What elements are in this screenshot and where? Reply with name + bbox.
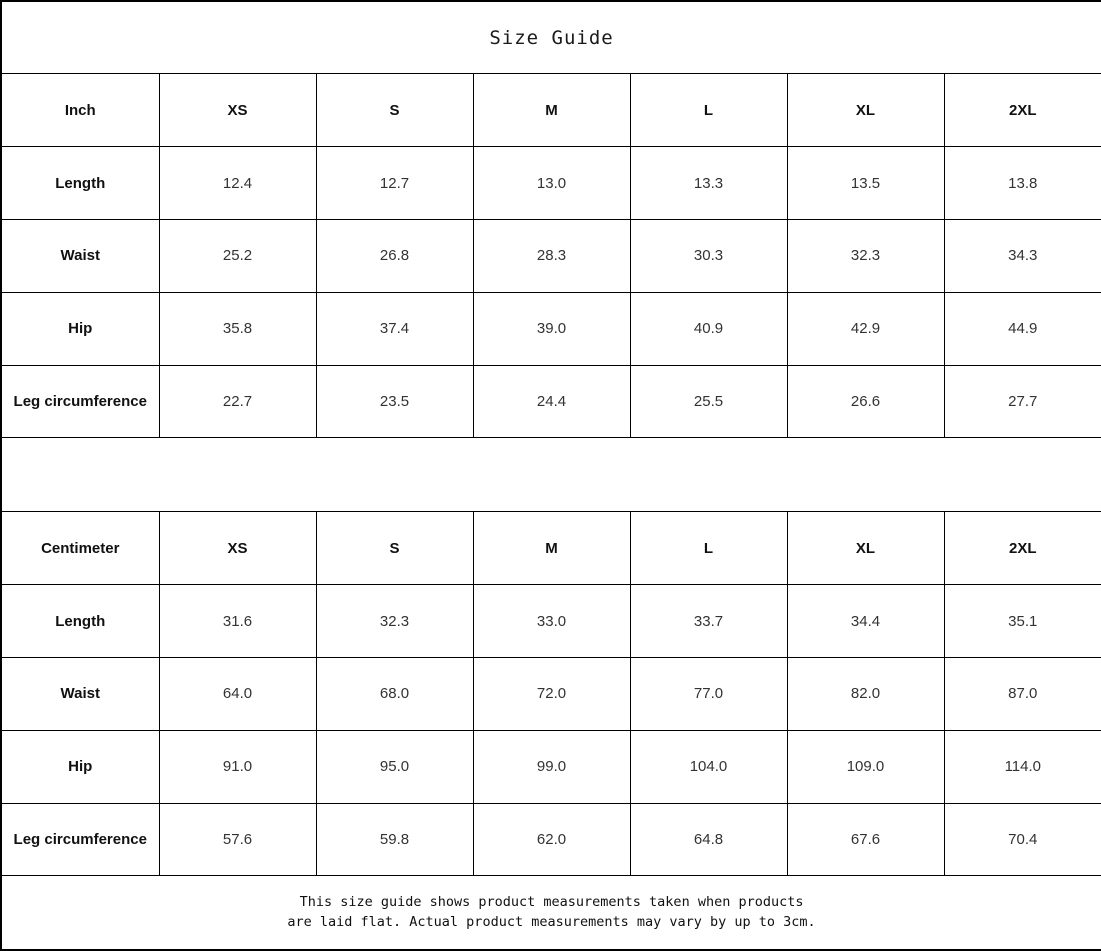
measurement-value: 68.0	[315, 656, 474, 731]
measurement-value: 109.0	[786, 729, 945, 804]
table-row-cm-waist: Waist 64.0 68.0 72.0 77.0 82.0 87.0	[0, 656, 1101, 731]
size-col-header-xs: XS	[158, 511, 317, 586]
size-col-header-2xl: 2XL	[943, 511, 1101, 586]
footer-row: This size guide shows product measuremen…	[0, 875, 1101, 951]
measurement-value: 87.0	[943, 656, 1101, 731]
spacer-row	[0, 437, 1101, 513]
measurement-value: 72.0	[472, 656, 631, 731]
measurement-value: 39.0	[472, 291, 631, 366]
footer-note-line2: are laid flat. Actual product measuremen…	[287, 913, 816, 930]
measurement-value: 70.4	[943, 802, 1101, 877]
measurement-value: 35.1	[943, 584, 1101, 658]
unit-header-centimeter: Centimeter	[0, 511, 160, 586]
measurement-value: 34.4	[786, 584, 945, 658]
measurement-value: 23.5	[315, 364, 474, 439]
measurement-value: 28.3	[472, 218, 631, 293]
measurement-value: 37.4	[315, 291, 474, 366]
table-row-inch-leg: Leg circumference 22.7 23.5 24.4 25.5 26…	[0, 364, 1101, 439]
footer-note-line1: This size guide shows product measuremen…	[299, 894, 804, 911]
table-row-cm-length: Length 31.6 32.3 33.0 33.7 34.4 35.1	[0, 584, 1101, 658]
spacer-cell	[0, 437, 1101, 513]
measurement-value: 57.6	[158, 802, 317, 877]
measurement-value: 25.5	[629, 364, 788, 439]
measurement-value: 30.3	[629, 218, 788, 293]
measurement-value: 77.0	[629, 656, 788, 731]
measurement-value: 104.0	[629, 729, 788, 804]
measurement-value: 27.7	[943, 364, 1101, 439]
measurement-value: 26.6	[786, 364, 945, 439]
measurement-value: 13.3	[629, 146, 788, 220]
measurement-value: 32.3	[786, 218, 945, 293]
measurement-value: 13.5	[786, 146, 945, 220]
size-col-header-l: L	[629, 511, 788, 586]
measurement-value: 13.8	[943, 146, 1101, 220]
size-col-header-xl: XL	[786, 73, 945, 148]
row-label: Hip	[0, 729, 160, 804]
measurement-value: 67.6	[786, 802, 945, 877]
measurement-value: 40.9	[629, 291, 788, 366]
measurement-value: 44.9	[943, 291, 1101, 366]
title-row: Size Guide	[0, 0, 1101, 75]
unit-header-inch: Inch	[0, 73, 160, 148]
size-col-header-xl: XL	[786, 511, 945, 586]
centimeter-header-row: Centimeter XS S M L XL 2XL	[0, 511, 1101, 586]
measurement-value: 33.0	[472, 584, 631, 658]
measurement-value: 99.0	[472, 729, 631, 804]
row-label: Waist	[0, 218, 160, 293]
table-row-cm-hip: Hip 91.0 95.0 99.0 104.0 109.0 114.0	[0, 729, 1101, 804]
size-col-header-xs: XS	[158, 73, 317, 148]
measurement-value: 31.6	[158, 584, 317, 658]
page-title: Size Guide	[0, 0, 1101, 75]
table-row-cm-leg: Leg circumference 57.6 59.8 62.0 64.8 67…	[0, 802, 1101, 877]
measurement-value: 34.3	[943, 218, 1101, 293]
inch-header-row: Inch XS S M L XL 2XL	[0, 73, 1101, 148]
measurement-value: 95.0	[315, 729, 474, 804]
measurement-value: 26.8	[315, 218, 474, 293]
measurement-value: 35.8	[158, 291, 317, 366]
row-label: Hip	[0, 291, 160, 366]
measurement-value: 82.0	[786, 656, 945, 731]
measurement-value: 12.4	[158, 146, 317, 220]
measurement-value: 64.0	[158, 656, 317, 731]
row-label: Leg circumference	[0, 364, 160, 439]
measurement-value: 25.2	[158, 218, 317, 293]
measurement-value: 59.8	[315, 802, 474, 877]
size-col-header-m: M	[472, 73, 631, 148]
size-col-header-s: S	[315, 73, 474, 148]
measurement-value: 32.3	[315, 584, 474, 658]
measurement-value: 24.4	[472, 364, 631, 439]
footer-note: This size guide shows product measuremen…	[0, 875, 1101, 951]
measurement-value: 22.7	[158, 364, 317, 439]
measurement-value: 64.8	[629, 802, 788, 877]
row-label: Leg circumference	[0, 802, 160, 877]
size-col-header-s: S	[315, 511, 474, 586]
measurement-value: 42.9	[786, 291, 945, 366]
table-row-inch-hip: Hip 35.8 37.4 39.0 40.9 42.9 44.9	[0, 291, 1101, 366]
row-label: Length	[0, 584, 160, 658]
row-label: Waist	[0, 656, 160, 731]
measurement-value: 13.0	[472, 146, 631, 220]
measurement-value: 62.0	[472, 802, 631, 877]
size-col-header-2xl: 2XL	[943, 73, 1101, 148]
measurement-value: 91.0	[158, 729, 317, 804]
measurement-value: 33.7	[629, 584, 788, 658]
size-col-header-m: M	[472, 511, 631, 586]
table-row-inch-waist: Waist 25.2 26.8 28.3 30.3 32.3 34.3	[0, 218, 1101, 293]
table-row-inch-length: Length 12.4 12.7 13.0 13.3 13.5 13.8	[0, 146, 1101, 220]
size-col-header-l: L	[629, 73, 788, 148]
row-label: Length	[0, 146, 160, 220]
measurement-value: 12.7	[315, 146, 474, 220]
measurement-value: 114.0	[943, 729, 1101, 804]
